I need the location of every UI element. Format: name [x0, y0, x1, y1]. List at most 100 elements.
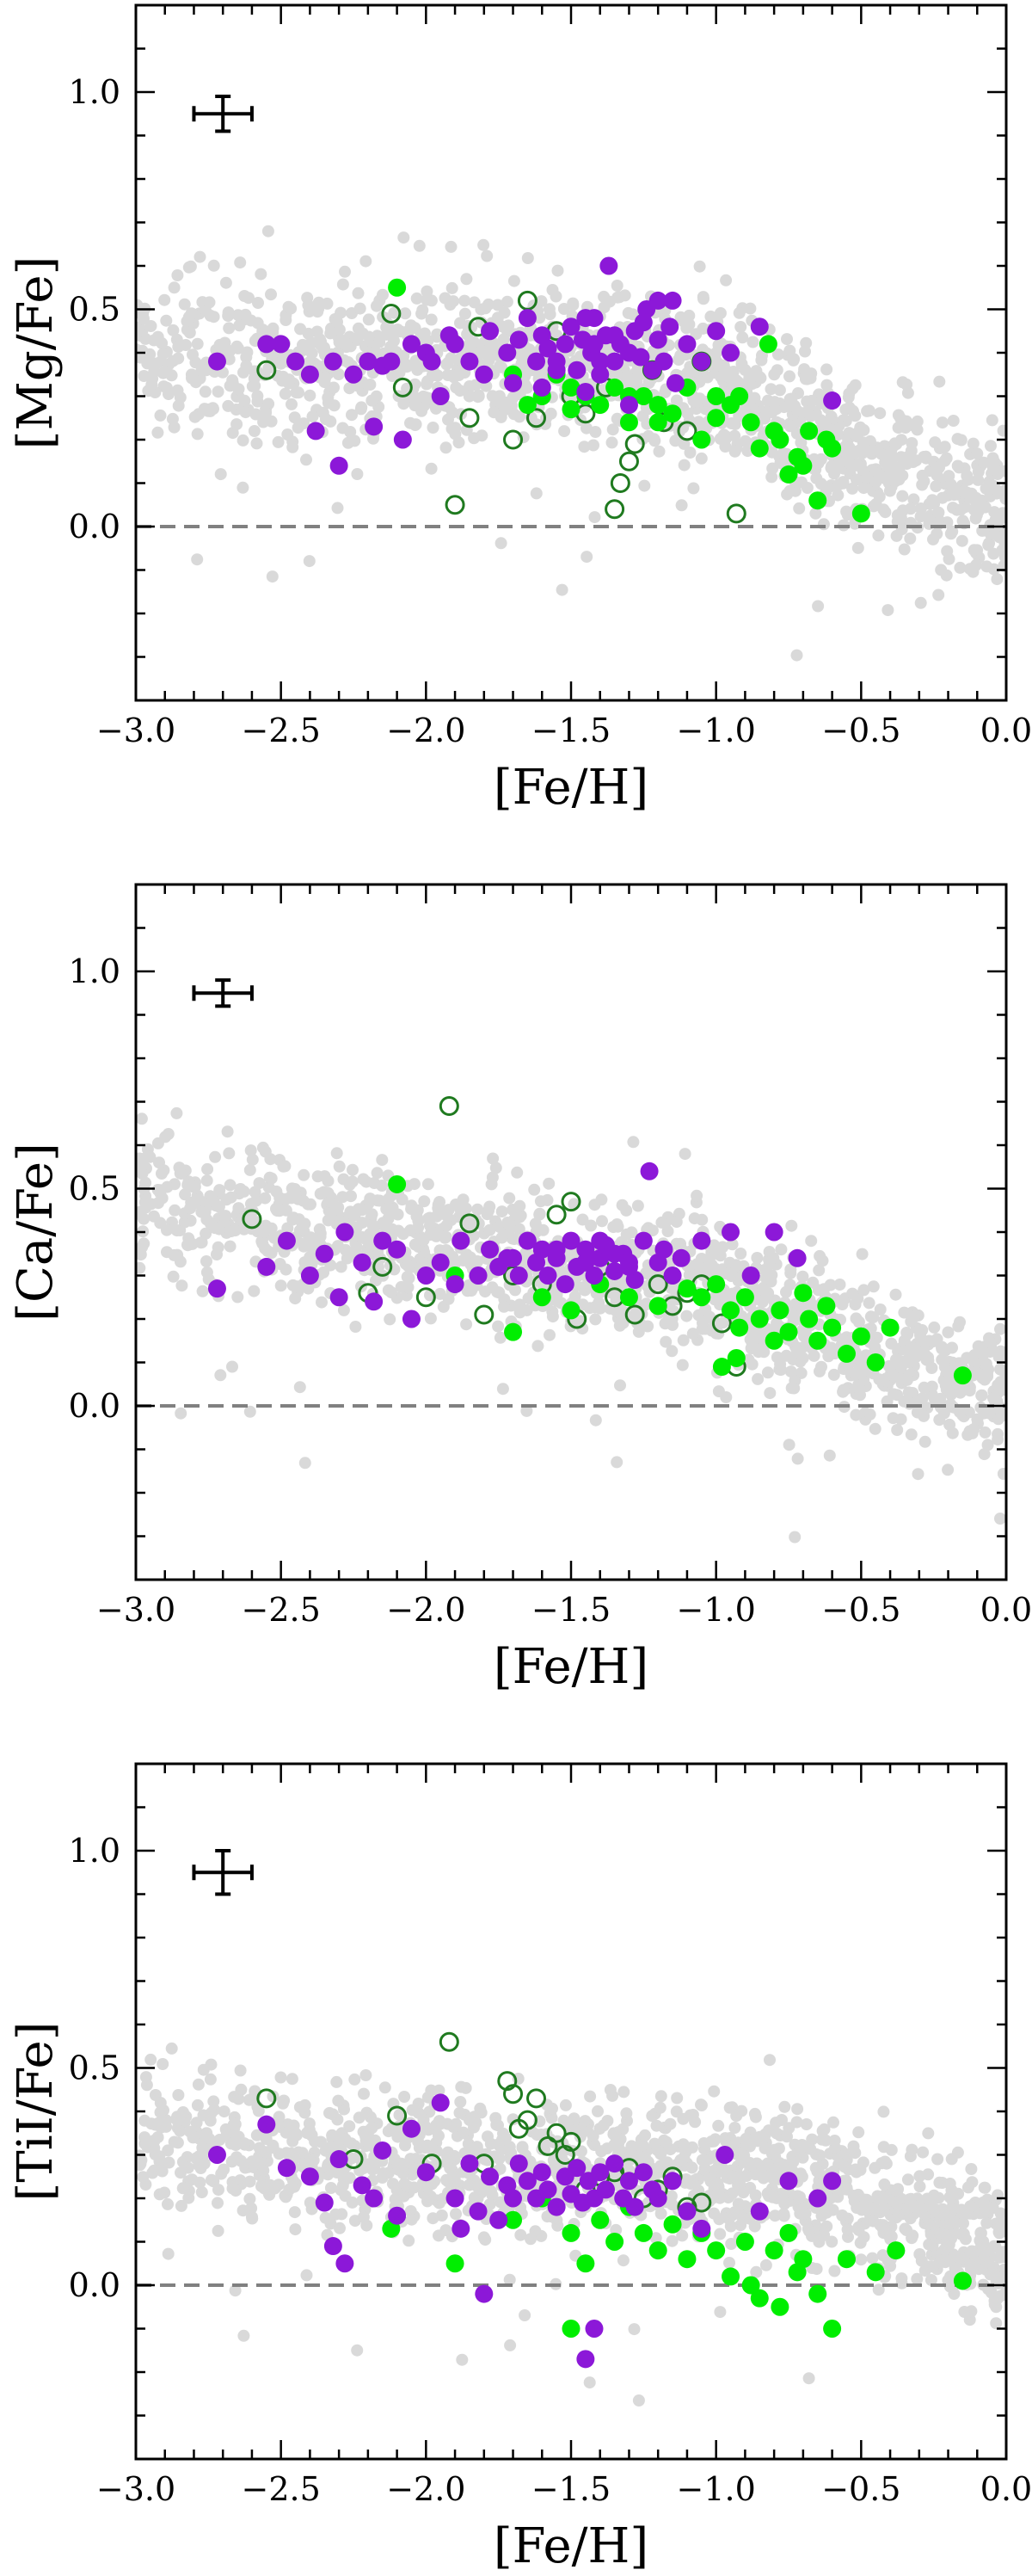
background-star — [938, 2243, 951, 2256]
background-star — [158, 293, 171, 306]
data-point-green — [837, 1344, 856, 1363]
x-tick-label: −2.0 — [386, 712, 465, 749]
background-star — [243, 2192, 256, 2205]
background-star — [942, 1326, 955, 1339]
background-star — [150, 357, 163, 370]
background-star — [326, 2129, 339, 2142]
background-star — [940, 569, 953, 582]
background-star — [380, 1203, 393, 1216]
background-star — [450, 1199, 462, 1211]
background-star — [431, 328, 444, 341]
background-star — [176, 2106, 189, 2118]
background-star — [471, 391, 484, 404]
background-star — [632, 2394, 645, 2407]
background-star — [399, 307, 412, 320]
data-point-purple — [452, 2219, 470, 2238]
background-star — [617, 2254, 630, 2267]
data-point-purple — [576, 309, 595, 328]
background-star — [805, 394, 818, 407]
background-star — [232, 383, 245, 396]
background-star — [161, 1223, 173, 1236]
background-star — [218, 2105, 230, 2118]
background-star — [191, 337, 204, 350]
background-star — [664, 2117, 677, 2130]
background-star — [726, 2101, 739, 2114]
data-point-green — [750, 439, 769, 458]
background-star — [660, 2156, 673, 2169]
data-point-purple — [672, 1248, 691, 1267]
data-point-purple — [257, 2115, 276, 2134]
data-point-green-open — [561, 2131, 581, 2152]
background-star — [724, 2220, 737, 2233]
background-star — [961, 470, 974, 482]
background-star — [596, 1215, 608, 1228]
background-star — [347, 1163, 359, 1176]
data-point-green-open — [610, 473, 630, 493]
background-star — [994, 1513, 1006, 1525]
background-star — [513, 1199, 526, 1212]
data-point-purple — [518, 2172, 537, 2191]
data-point-green — [562, 1301, 580, 1320]
background-star — [243, 1163, 256, 1176]
background-star — [404, 2153, 417, 2166]
background-star — [496, 1383, 509, 1396]
data-point-green — [504, 1322, 523, 1341]
background-star — [486, 2189, 499, 2202]
background-star — [963, 563, 976, 576]
background-star — [212, 385, 224, 398]
background-star — [464, 1258, 477, 1271]
data-point-green — [866, 1353, 885, 1371]
data-point-green-open — [555, 2145, 575, 2165]
background-star — [345, 2152, 358, 2165]
background-star — [943, 1418, 956, 1431]
background-star — [589, 1414, 602, 1427]
background-star — [559, 2098, 572, 2111]
background-star — [446, 2169, 459, 2182]
background-star — [720, 274, 733, 287]
background-star — [212, 2197, 224, 2209]
data-point-purple — [489, 2210, 508, 2229]
background-star — [286, 2174, 299, 2187]
background-star — [923, 2217, 936, 2230]
data-point-purple — [300, 1266, 319, 1285]
background-star — [481, 250, 494, 262]
background-star — [348, 1209, 361, 1222]
data-point-purple — [469, 2202, 488, 2221]
background-star — [463, 390, 476, 403]
background-star — [280, 2126, 292, 2139]
background-star — [751, 1252, 764, 1264]
background-star — [576, 1213, 589, 1226]
background-star — [799, 373, 812, 385]
background-star — [777, 2208, 790, 2221]
background-star — [485, 1178, 498, 1191]
background-star — [331, 316, 343, 329]
data-point-green — [881, 1318, 900, 1337]
background-star — [787, 354, 800, 367]
background-star — [328, 399, 341, 412]
data-point-green — [712, 1358, 731, 1377]
background-star — [983, 1407, 996, 1420]
background-star — [783, 420, 796, 433]
background-star — [232, 2092, 245, 2105]
background-star — [453, 385, 466, 397]
background-star — [255, 2179, 268, 2191]
background-star — [306, 410, 319, 423]
data-point-green — [562, 2223, 580, 2242]
background-star — [427, 2212, 439, 2225]
background-star — [418, 1195, 431, 1208]
background-star — [655, 1216, 668, 1229]
panel-1: −3.0 −2.5 −2.0 −1.5 −1.0 −0.5 0.00.00.51.0[Fe/… — [8, 3, 1032, 816]
background-star — [895, 523, 908, 536]
background-star — [995, 2246, 1006, 2259]
data-point-purple — [402, 1310, 421, 1328]
x-tick-label: 0.0 — [980, 712, 1032, 749]
background-star — [503, 2273, 516, 2286]
background-star — [766, 462, 779, 475]
background-star — [938, 454, 951, 467]
background-star — [154, 2106, 167, 2119]
background-star — [967, 437, 980, 450]
background-star — [913, 2180, 926, 2193]
background-star — [696, 1322, 709, 1335]
background-star — [156, 336, 169, 349]
background-star — [149, 2118, 162, 2131]
